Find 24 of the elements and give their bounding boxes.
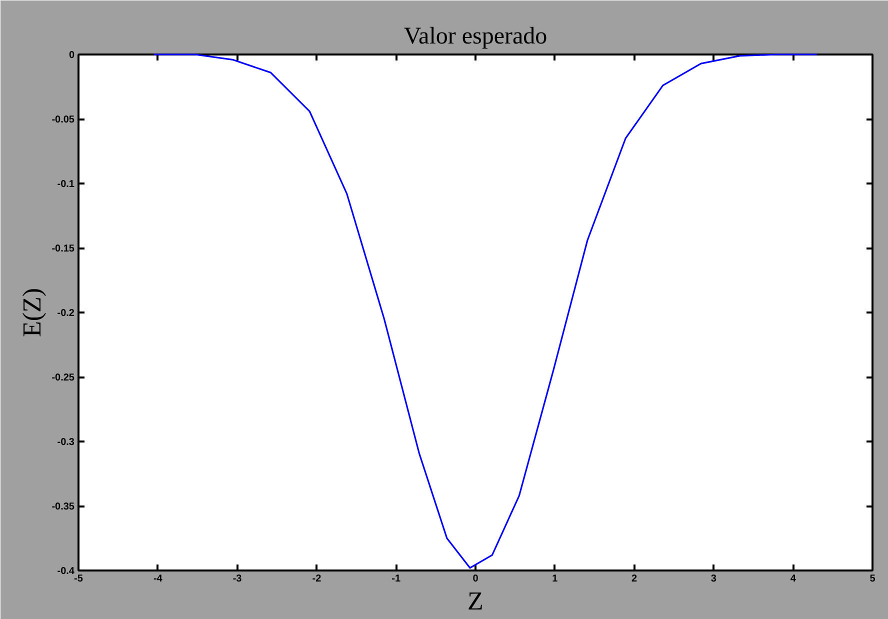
y-tick-label: -0.1 [57,179,75,190]
line-series [153,54,818,569]
x-tick-label: 1 [552,574,558,584]
x-tick-label: -1 [392,574,401,584]
y-tick-label: -0.15 [52,244,75,254]
x-tick-label: -4 [153,574,163,584]
y-tick-label: -0.2 [57,308,75,319]
y-axis-title: E(Z) [18,288,47,338]
x-tick-label: -2 [312,574,322,584]
x-tick-label: 5 [870,574,876,584]
x-tick-label: 4 [790,574,796,584]
y-tick-label: -0.4 [57,566,75,577]
x-tick-label: -3 [232,574,242,584]
x-tick-label: 3 [710,574,717,584]
x-tick-label: -5 [74,574,84,584]
y-tick-label: -0.3 [57,437,75,448]
x-tick-label: 0 [472,574,479,584]
y-tick-label: 0 [68,50,75,61]
chart-title: Valor esperado [404,24,548,50]
y-tick-label: -0.25 [52,372,75,384]
y-tick-label: -0.05 [52,114,75,126]
x-axis-title: Z [468,586,484,616]
x-tick-label: 2 [632,574,638,584]
y-tick-label: -0.35 [52,502,75,512]
